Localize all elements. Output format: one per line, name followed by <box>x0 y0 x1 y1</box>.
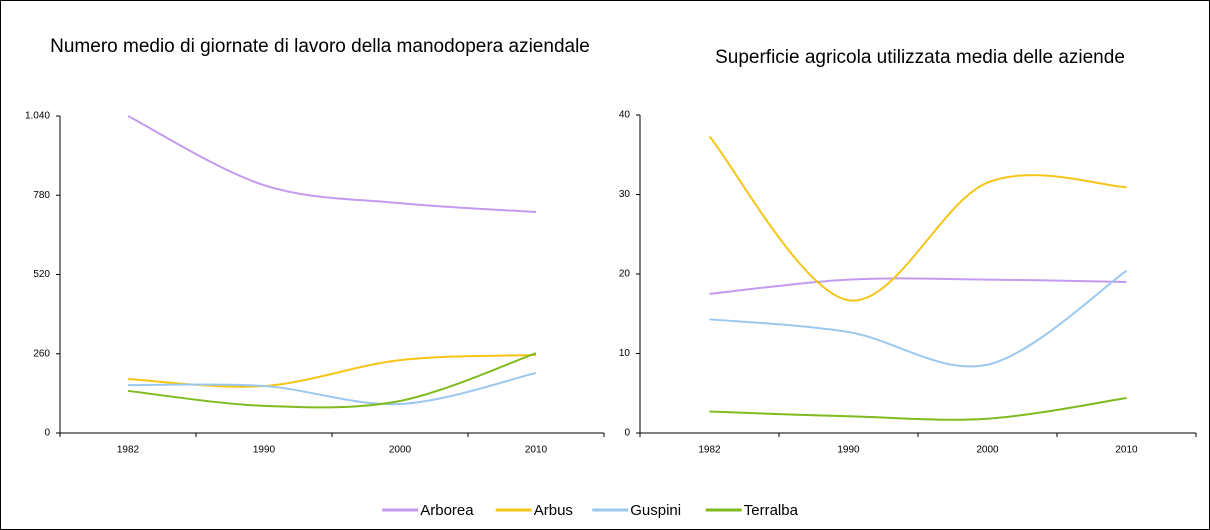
legend-label: Arbus <box>534 502 573 519</box>
x-tick-label: 1990 <box>837 445 860 456</box>
y-tick-label: 780 <box>33 190 50 201</box>
y-tick-label: 0 <box>44 428 50 439</box>
legend-label: Guspini <box>630 502 681 519</box>
series-line <box>709 397 1127 421</box>
x-tick-label: 1990 <box>253 445 276 456</box>
series-line <box>127 352 537 409</box>
series-line <box>127 115 537 214</box>
chart-title: Superficie agricola utilizzata media del… <box>715 47 1125 68</box>
y-tick-label: 30 <box>619 189 631 200</box>
x-tick-label: 2010 <box>1115 445 1138 456</box>
y-tick-label: 260 <box>33 348 50 359</box>
x-tick-label: 1982 <box>698 445 721 456</box>
series-line <box>708 135 1127 302</box>
legend-label: Terralba <box>744 502 799 519</box>
y-tick-label: 1.040 <box>25 111 50 122</box>
series-line <box>709 277 1127 295</box>
x-tick-label: 2000 <box>389 445 412 456</box>
y-tick-label: 10 <box>619 348 631 359</box>
y-tick-label: 520 <box>33 269 50 280</box>
x-tick-label: 1982 <box>117 445 140 456</box>
series-line <box>709 269 1128 368</box>
legend-label: Arborea <box>420 502 474 519</box>
chart-title: Numero medio di giornate di lavoro della… <box>50 36 590 57</box>
series-line <box>127 353 537 388</box>
y-tick-label: 20 <box>619 269 631 280</box>
y-tick-label: 40 <box>619 110 631 121</box>
y-tick-label: 0 <box>624 428 630 439</box>
series-line <box>127 371 537 406</box>
x-tick-label: 2010 <box>525 445 548 456</box>
x-tick-label: 2000 <box>976 445 999 456</box>
